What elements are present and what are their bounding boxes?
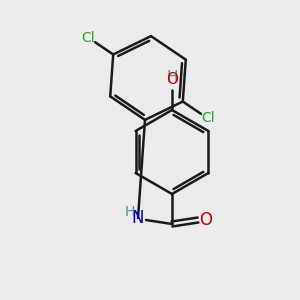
- Text: O: O: [200, 211, 212, 229]
- Text: O: O: [166, 72, 178, 87]
- Text: N: N: [132, 209, 144, 227]
- Text: H: H: [166, 70, 178, 86]
- Text: H: H: [125, 205, 135, 219]
- Text: Cl: Cl: [201, 111, 214, 125]
- Text: Cl: Cl: [82, 31, 95, 45]
